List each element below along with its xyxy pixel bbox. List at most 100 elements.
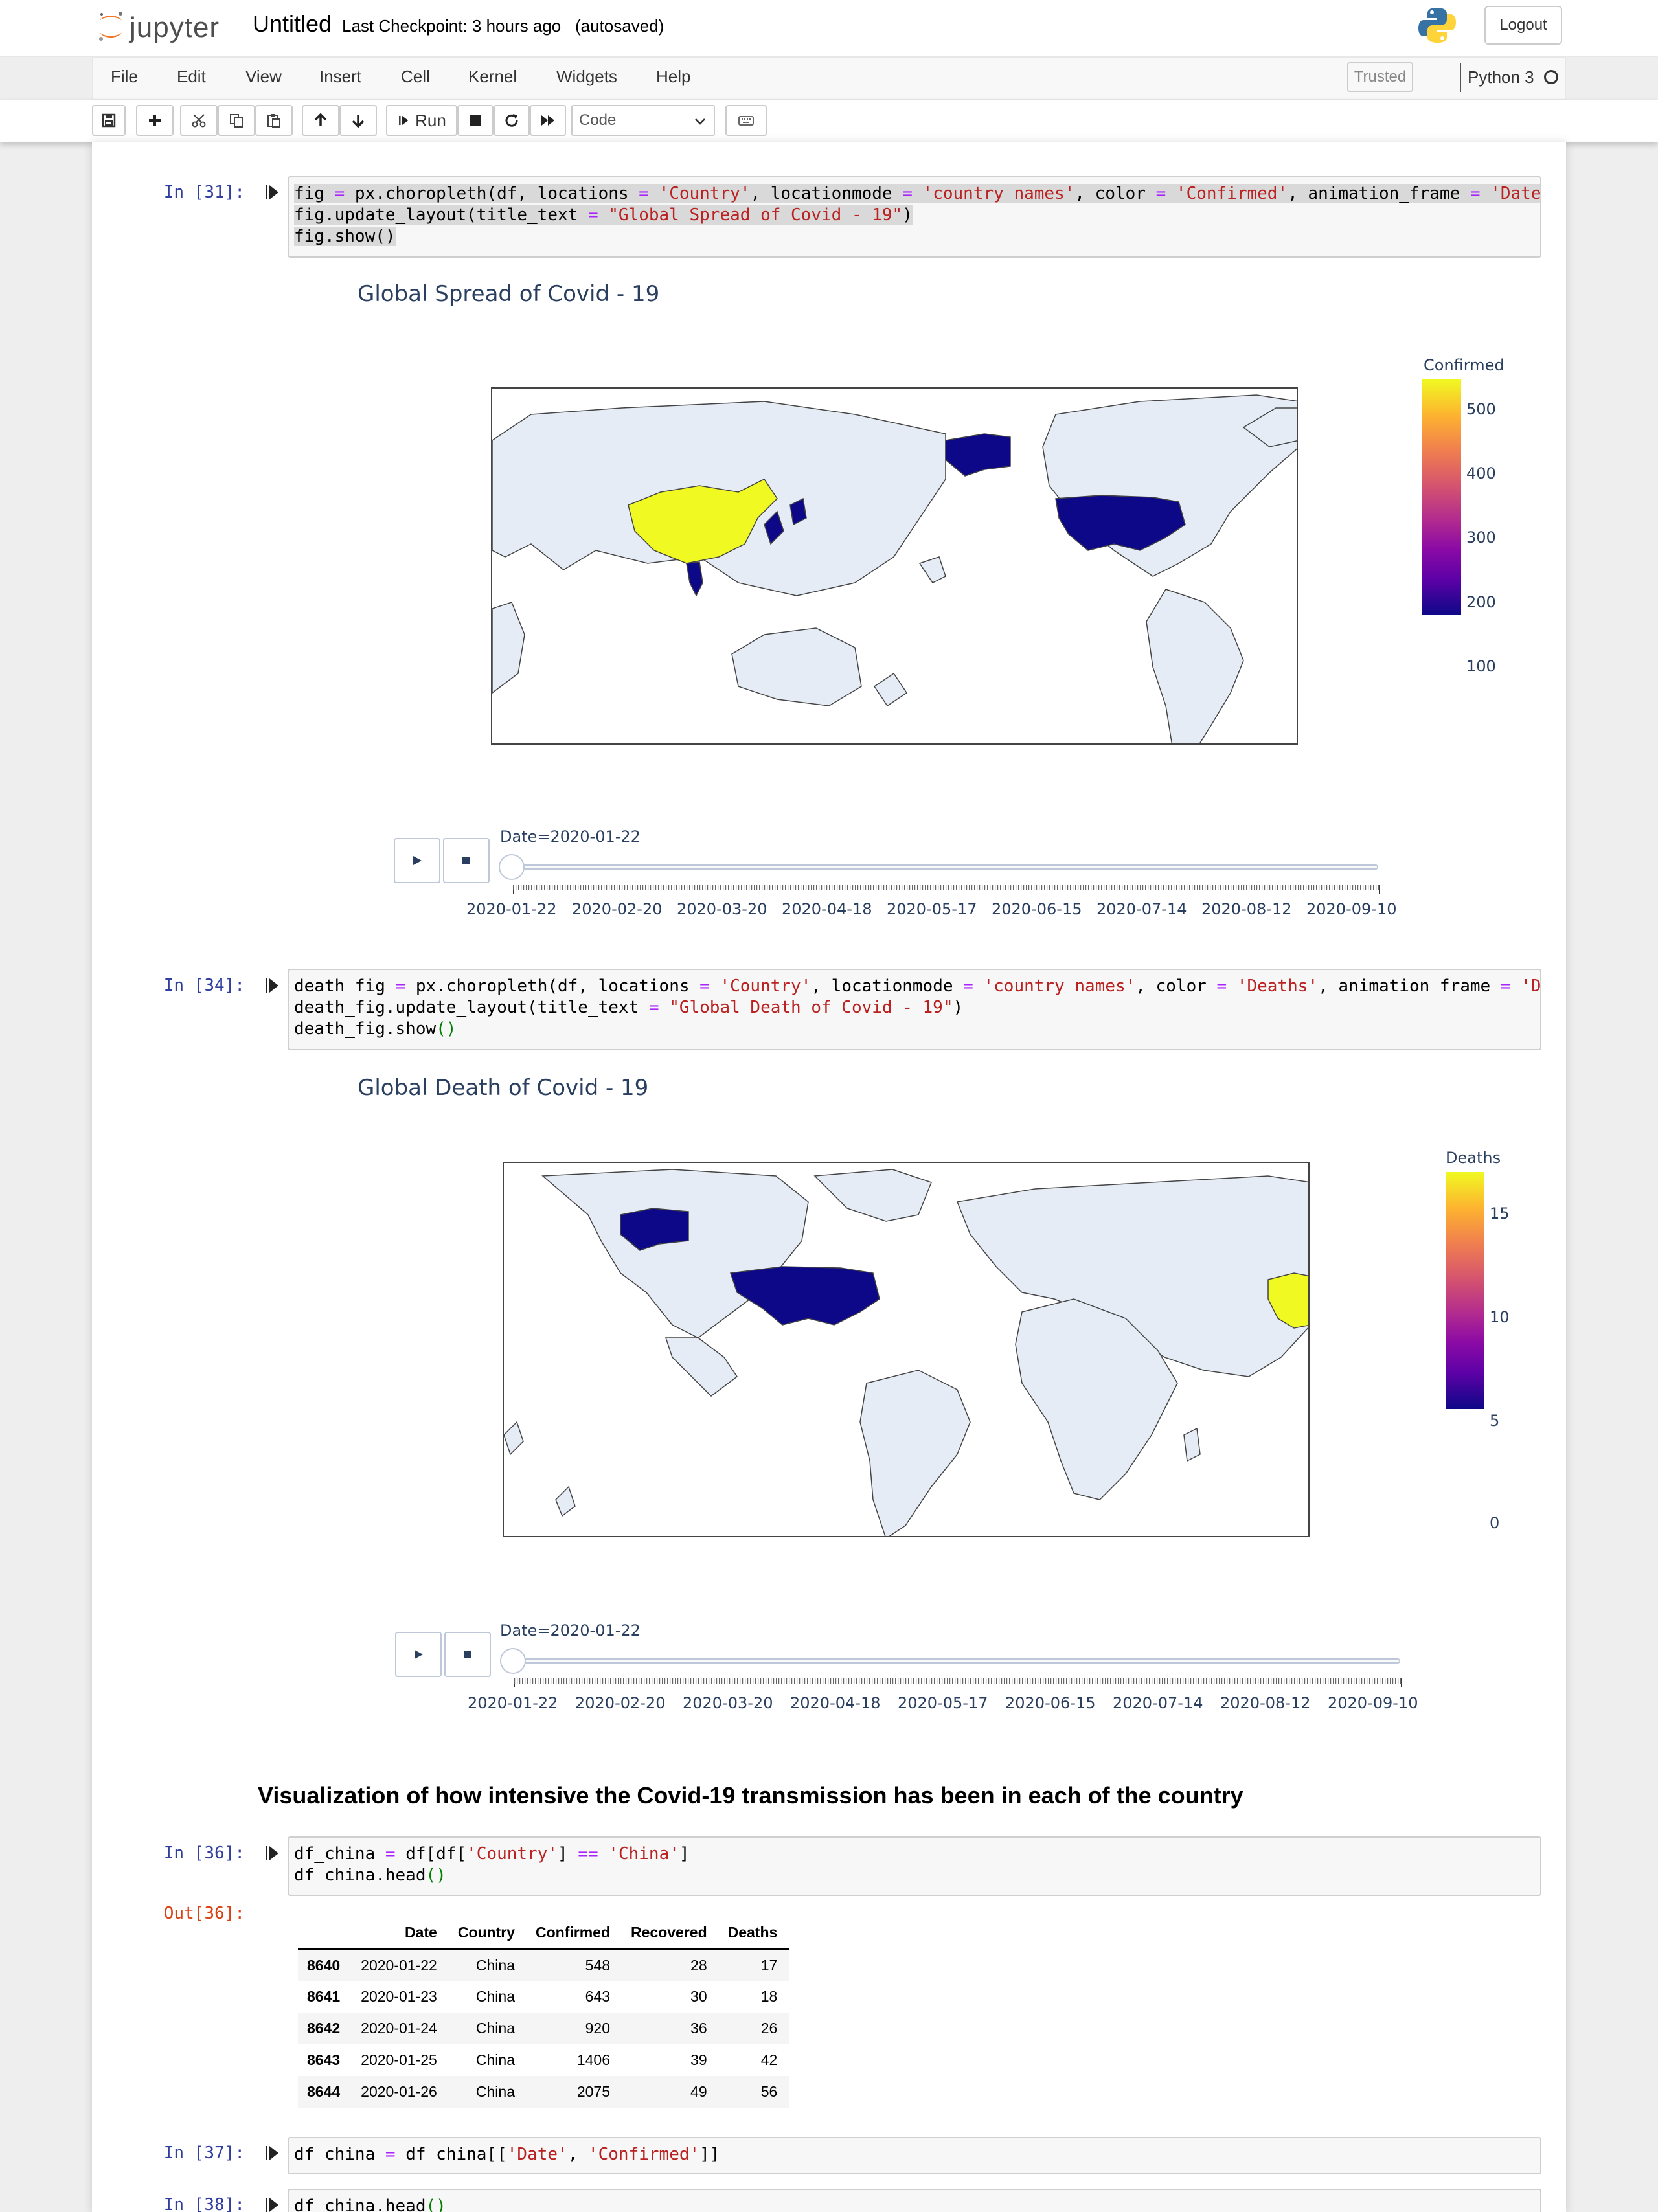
code-input[interactable]: df_china = df_china[['Date', 'Confirmed'…: [288, 2137, 1541, 2174]
save-icon: [102, 113, 116, 128]
table-cell: 1406: [576, 2051, 610, 2068]
cell-type-select[interactable]: Code: [571, 105, 715, 136]
choropleth-map[interactable]: [503, 1162, 1310, 1537]
menu-help[interactable]: Help: [656, 67, 691, 86]
slider-tick-label: 2020-05-17: [898, 1694, 988, 1712]
logout-button[interactable]: Logout: [1484, 6, 1562, 45]
cut-button[interactable]: [180, 105, 218, 136]
slider-handle[interactable]: [500, 1648, 526, 1674]
code-token: [973, 976, 984, 996]
map-geography: [492, 394, 1297, 743]
slider-tick-label: 2020-06-15: [1005, 1694, 1096, 1712]
interrupt-button[interactable]: [457, 105, 494, 136]
run-cell-icon[interactable]: [266, 1845, 280, 1862]
run-cell-icon[interactable]: [266, 977, 280, 994]
choropleth-map[interactable]: [491, 387, 1298, 745]
table-cell: 36: [690, 2020, 707, 2037]
table-cell: 42: [760, 2051, 778, 2068]
code-line: death_fig = px.choropleth(df, locations …: [294, 976, 1540, 996]
restart-button[interactable]: [494, 105, 530, 136]
table-cell: 18: [760, 1988, 778, 2005]
restart-run-all-button[interactable]: [530, 105, 566, 136]
code-token: 'China': [608, 1844, 679, 1864]
colorbar-tick: 300: [1466, 528, 1496, 547]
colorbar-title: Deaths: [1446, 1149, 1501, 1167]
run-cell-icon[interactable]: [266, 2196, 280, 2212]
code-input[interactable]: df_china = df[df['Country'] == 'China'] …: [288, 1836, 1541, 1896]
move-down-button[interactable]: [339, 105, 377, 136]
menu-kernel[interactable]: Kernel: [468, 67, 517, 86]
slider-tick-label: 2020-09-10: [1306, 900, 1397, 918]
fast-forward-icon: [541, 115, 554, 126]
pause-button[interactable]: [444, 1632, 491, 1677]
paste-button[interactable]: [255, 105, 293, 136]
play-icon: [413, 856, 422, 865]
menu-file[interactable]: File: [111, 67, 138, 86]
table-cell: 643: [585, 1988, 610, 2005]
slider-ticks: [513, 885, 1381, 894]
slider-tick-label: 2020-07-14: [1096, 900, 1187, 918]
code-token: death_fig.show: [294, 1019, 437, 1039]
input-prompt: In [36]:: [163, 1844, 245, 1863]
code-token: 'Deaths': [1236, 976, 1319, 996]
code-token: ): [902, 205, 913, 225]
notebook-name[interactable]: Untitled: [253, 10, 332, 37]
menu-view[interactable]: View: [245, 67, 282, 86]
checkpoint-status: Last Checkpoint: 3 hours ago: [342, 16, 562, 36]
insert-cell-button[interactable]: [136, 105, 174, 136]
move-up-button[interactable]: [302, 105, 339, 136]
table-header: Deaths: [718, 1917, 789, 1950]
play-button[interactable]: [394, 838, 440, 883]
code-token: fig.update_layout(title_text: [294, 205, 588, 225]
code-token: =: [963, 976, 973, 996]
slider-rail[interactable]: [512, 1658, 1400, 1664]
colorbar-tick: 500: [1466, 400, 1496, 418]
code-token: fig: [294, 184, 335, 203]
command-palette-button[interactable]: [725, 105, 767, 136]
play-button[interactable]: [395, 1632, 442, 1677]
table-cell: 56: [760, 2083, 778, 2100]
slider-tick-label: 2020-02-20: [572, 900, 663, 918]
code-token: death_fig: [294, 976, 396, 996]
code-token: df_china.head: [294, 2196, 426, 2212]
trusted-indicator[interactable]: Trusted: [1347, 62, 1413, 92]
menu-insert[interactable]: Insert: [319, 67, 362, 86]
pause-button[interactable]: [443, 838, 490, 883]
code-token: , locationmode: [811, 976, 964, 996]
save-button[interactable]: [92, 105, 126, 136]
code-input[interactable]: death_fig = px.choropleth(df, locations …: [288, 969, 1541, 1050]
table-cell: China: [475, 2083, 515, 2100]
run-cell-icon[interactable]: [266, 2145, 280, 2161]
table-cell: 2075: [576, 2083, 610, 2100]
menu-edit[interactable]: Edit: [177, 67, 206, 86]
code-token: [598, 205, 609, 225]
table-cell: 2020-01-22: [361, 1956, 437, 1974]
paste-icon: [267, 114, 280, 128]
code-input[interactable]: df_china.head(): [288, 2189, 1541, 2212]
code-token: 'Country': [466, 1844, 558, 1864]
menu-widgets[interactable]: Widgets: [556, 67, 617, 86]
row-index: 8642: [307, 2020, 341, 2037]
slider-tick-label: 2020-02-20: [575, 1694, 666, 1712]
code-input[interactable]: fig = px.choropleth(df, locations = 'Cou…: [288, 176, 1541, 258]
stop-icon: [464, 1651, 471, 1658]
colorbar: [1422, 379, 1461, 615]
input-prompt: In [37]:: [163, 2143, 245, 2163]
jupyter-logo[interactable]: jupyter: [96, 8, 238, 47]
code-line: fig.show(): [294, 227, 396, 246]
table-row: 8644 2020-01-26 China 2075 49 56: [298, 2076, 789, 2108]
copy-button[interactable]: [218, 105, 255, 136]
slider-handle[interactable]: [499, 854, 525, 880]
code-token: 'Country': [659, 184, 751, 203]
table-cell: 2020-01-26: [361, 2083, 437, 2100]
slider-rail[interactable]: [510, 864, 1378, 870]
run-button[interactable]: Run: [386, 105, 457, 136]
menu-cell[interactable]: Cell: [401, 67, 430, 86]
table-header: Date: [352, 1917, 449, 1950]
code-token: death_fig.update_layout(title_text: [294, 998, 649, 1017]
code-token: [649, 184, 659, 203]
colorbar-title: Confirmed: [1424, 356, 1505, 374]
run-cell-icon[interactable]: [266, 184, 280, 201]
code-token: (): [436, 1019, 457, 1039]
jupyter-wordmark: jupyter: [130, 12, 220, 43]
